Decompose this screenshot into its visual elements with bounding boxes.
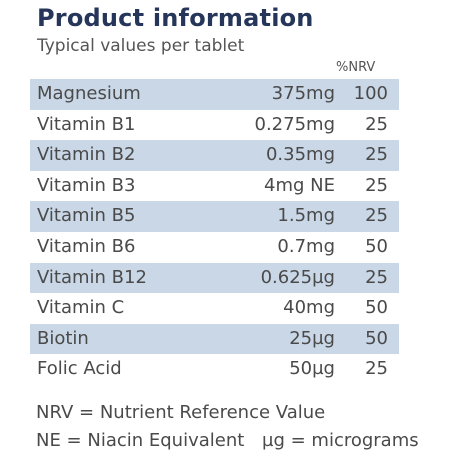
footnote: NRV = Nutrient Reference Value <box>36 402 326 423</box>
amount: 0.7mg <box>277 235 335 257</box>
amount: 0.625µg <box>260 266 335 288</box>
table-row: Vitamin B1 0.275mg 25 <box>30 110 399 141</box>
nrv-header: %NRV <box>336 60 376 75</box>
nutrient-name: Vitamin C <box>37 297 125 319</box>
nutrient-name: Vitamin B12 <box>37 266 147 288</box>
nutrient-name: Vitamin B2 <box>37 144 136 166</box>
nrv-percent: 50 <box>365 235 388 257</box>
footnote: NE = Niacin Equivalent <box>36 430 245 451</box>
amount: 375mg <box>271 83 335 104</box>
subtitle: Typical values per tablet <box>37 36 245 56</box>
nrv-percent: 50 <box>365 297 388 319</box>
table-row: Folic Acid 50µg 25 <box>30 354 399 385</box>
nutrient-name: Vitamin B5 <box>37 205 136 227</box>
amount: 0.275mg <box>254 113 336 135</box>
table-row: Vitamin B2 0.35mg 25 <box>30 140 399 171</box>
nutrient-name: Biotin <box>37 327 89 349</box>
table-row: Vitamin B12 0.625µg 25 <box>30 262 399 294</box>
nutrient-name: Folic Acid <box>37 358 122 380</box>
amount: 4mg NE <box>264 174 335 196</box>
table-row: Biotin 25µg 50 <box>30 323 399 355</box>
table-row: Vitamin C 40mg 50 <box>30 293 399 324</box>
amount: 40mg <box>283 297 335 319</box>
nrv-percent: 25 <box>365 358 388 380</box>
title: Product information <box>37 4 314 32</box>
amount: 0.35mg <box>265 144 335 166</box>
amount: 25µg <box>289 327 335 349</box>
nrv-percent: 25 <box>365 113 388 135</box>
nrv-percent: 100 <box>353 83 388 104</box>
nutrient-name: Vitamin B6 <box>37 235 136 257</box>
table-row: Vitamin B3 4mg NE 25 <box>30 171 399 202</box>
table-row: Vitamin B6 0.7mg 50 <box>30 232 399 263</box>
nrv-percent: 25 <box>365 174 388 196</box>
nutrition-table: Magnesium 375mg 100 Vitamin B1 0.275mg 25 Vita… <box>30 79 399 385</box>
nrv-percent: 25 <box>365 205 388 227</box>
nrv-percent: 50 <box>365 327 388 349</box>
nutrient-name: Vitamin B3 <box>37 174 136 196</box>
footnote: µg = micrograms <box>262 430 419 451</box>
nutrient-name: Magnesium <box>37 83 141 104</box>
nutrient-name: Vitamin B1 <box>37 113 136 135</box>
nrv-percent: 25 <box>365 266 388 288</box>
amount: 50µg <box>289 358 335 380</box>
table-row: Vitamin B5 1.5mg 25 <box>30 201 399 232</box>
table-row: Magnesium 375mg 100 <box>30 79 399 110</box>
nrv-percent: 25 <box>365 144 388 166</box>
amount: 1.5mg <box>277 205 335 227</box>
